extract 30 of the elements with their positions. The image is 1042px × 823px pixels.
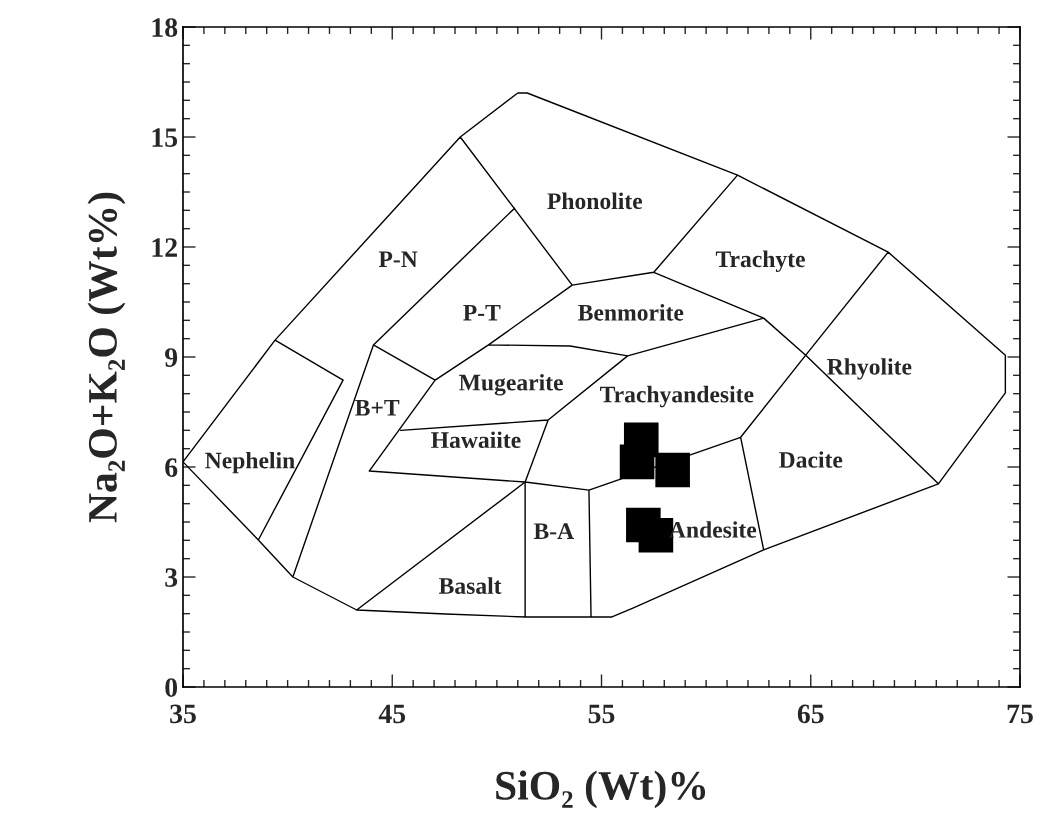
annotation: Mugearite [459,373,563,396]
y-tick-label: 3 [165,568,178,587]
x-tick-label: 65 [797,704,824,724]
annotation: Hawaiite [431,431,521,449]
annotation: Phonolite [547,192,643,210]
y-tick-label: 15 [152,128,178,147]
y-tick-label: 0 [165,678,178,697]
point [619,444,655,480]
annotation: Benmorite [578,304,684,321]
y-tick-label: 18 [152,18,178,37]
annotation: Trachyandesite [600,385,754,408]
annotation: B+T [355,400,400,416]
annotation: Trachyte [715,250,805,273]
x-tick-label: 75 [1007,704,1033,724]
y-tick-label: 9 [165,348,178,367]
annotation: Nephelin [205,451,295,474]
point [655,452,690,488]
y-tick-label: 12 [152,238,177,257]
x-axis-title: SiO₂ (Wt)% [496,770,706,809]
annotation: P-T [463,304,501,321]
annotation: Basalt [439,577,502,594]
x-tick-label: 45 [378,704,406,724]
x-tick-label: 35 [170,704,196,724]
x-tick-label: 55 [588,704,615,724]
y-tick-label: 6 [165,458,178,477]
annotation: B-A [533,523,574,539]
annotation: Rhyolite [827,358,912,380]
annotation: Dacite [779,451,843,468]
y-axis-title: Na₂O+K₂O (Wt%) [87,192,126,523]
annotation: P-N [378,251,418,267]
